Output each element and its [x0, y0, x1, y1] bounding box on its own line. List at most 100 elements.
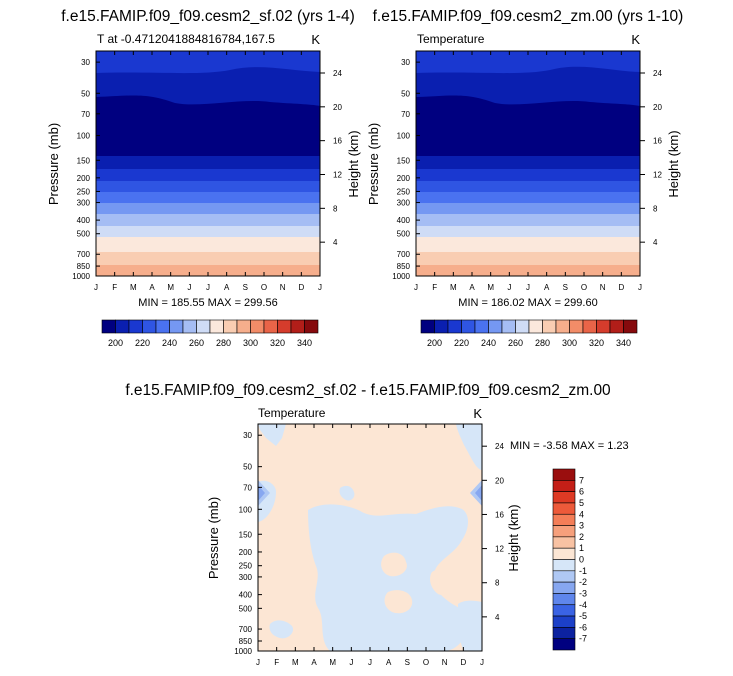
month-tick-label: A	[149, 283, 155, 292]
colorbar-swatch	[623, 319, 638, 334]
panel-2-minmax: MIN = 186.02 MAX = 299.60	[458, 297, 597, 309]
panel-3-y2label: Height (km)	[506, 504, 521, 571]
pressure-tick-label: 850	[239, 637, 253, 646]
panel-1-contour-field	[96, 51, 320, 276]
month-tick-label: J	[368, 658, 372, 667]
height-tick-label: 4	[653, 238, 658, 247]
pressure-tick-label: 250	[77, 187, 91, 196]
colorbar-swatch	[569, 319, 584, 334]
colorbar-swatch	[552, 627, 576, 639]
colorbar-swatch	[209, 319, 224, 334]
colorbar-swatch	[552, 604, 576, 617]
colorbar-label: 3	[579, 521, 584, 531]
colorbar-swatch	[552, 615, 576, 628]
colorbar-swatch	[115, 319, 130, 334]
colorbar-swatch	[263, 319, 278, 334]
pressure-tick-label: 850	[77, 262, 91, 271]
pressure-tick-label: 250	[397, 187, 411, 196]
pressure-tick-label: 500	[397, 230, 411, 239]
height-tick-label: 24	[653, 69, 662, 78]
colorbar-swatch	[101, 319, 116, 334]
month-tick-label: A	[224, 283, 230, 292]
colorbar-swatch	[128, 319, 143, 334]
height-tick-label: 8	[495, 579, 500, 588]
pressure-tick-label: 300	[239, 573, 253, 582]
colorbar-swatch	[182, 319, 197, 334]
colorbar-swatch	[277, 319, 292, 334]
colorbar-swatch	[609, 319, 624, 334]
month-tick-label: J	[480, 658, 484, 667]
panel-2-units: K	[631, 32, 640, 47]
pressure-tick-label: 70	[81, 110, 90, 119]
pressure-tick-label: 70	[243, 483, 252, 492]
pressure-tick-label: 100	[239, 505, 253, 514]
pressure-tick-label: 300	[397, 199, 411, 208]
month-tick-label: J	[526, 283, 530, 292]
colorbar-swatch	[552, 559, 576, 572]
colorbar-label: 280	[216, 338, 231, 348]
colorbar-swatch	[552, 581, 576, 594]
panel-1-minmax: MIN = 185.55 MAX = 299.56	[138, 297, 277, 309]
colorbar-swatch	[434, 319, 449, 334]
colorbar-swatch	[236, 319, 251, 334]
panel-3-ylabel: Pressure (mb)	[206, 497, 221, 579]
height-tick-label: 20	[495, 476, 504, 485]
month-tick-label: M	[329, 658, 336, 667]
colorbar-label: 300	[562, 338, 577, 348]
panel-3: f.e15.FAMIP.f09_f09.cesm2_sf.02 - f.e15.…	[125, 382, 628, 667]
pressure-tick-label: 50	[401, 89, 410, 98]
month-tick-label: A	[469, 283, 475, 292]
month-tick-label: M	[487, 283, 494, 292]
colorbar-swatch	[552, 570, 576, 583]
colorbar-label: -7	[579, 634, 587, 644]
pressure-tick-label: 70	[401, 110, 410, 119]
month-tick-label: J	[318, 283, 322, 292]
pressure-tick-label: 1000	[392, 272, 410, 281]
pressure-tick-label: 700	[77, 250, 91, 259]
colorbar-label: 200	[108, 338, 123, 348]
month-tick-label: D	[618, 283, 624, 292]
pressure-tick-label: 400	[397, 216, 411, 225]
colorbar-swatch	[290, 319, 305, 334]
panel-2-right-axis: 24 20 16 12 8 4	[640, 69, 662, 247]
pressure-tick-label: 50	[81, 89, 90, 98]
height-tick-label: 8	[333, 204, 338, 213]
height-tick-label: 24	[495, 442, 504, 451]
pressure-tick-label: 100	[397, 132, 411, 141]
panel-1-colorbar: 200 220 240 260 280 300 320 340	[101, 319, 319, 348]
colorbar-label: 7	[579, 475, 584, 485]
colorbar-swatch	[552, 502, 576, 515]
height-tick-label: 12	[333, 170, 342, 179]
month-tick-label: J	[187, 283, 191, 292]
colorbar-swatch	[596, 319, 611, 334]
panel-1-units: K	[311, 32, 320, 47]
colorbar-swatch	[552, 593, 576, 606]
pressure-tick-label: 700	[397, 250, 411, 259]
height-tick-label: 16	[333, 137, 342, 146]
colorbar-label: 320	[589, 338, 604, 348]
panel-3-minmax: MIN = -3.58 MAX = 1.23	[510, 440, 629, 452]
colorbar-swatch	[250, 319, 265, 334]
colorbar-label: 240	[481, 338, 496, 348]
panel-2: f.e15.FAMIP.f09_f09.cesm2_zm.00 (yrs 1-1…	[366, 8, 683, 348]
height-tick-label: 12	[495, 545, 504, 554]
colorbar-label: 340	[616, 338, 631, 348]
pressure-tick-label: 30	[243, 431, 252, 440]
colorbar-swatch	[461, 319, 476, 334]
month-tick-label: F	[112, 283, 117, 292]
month-tick-label: M	[450, 283, 457, 292]
pressure-tick-label: 30	[401, 58, 410, 67]
height-tick-label: 8	[653, 204, 658, 213]
colorbar-label: 200	[427, 338, 442, 348]
month-tick-label: N	[600, 283, 606, 292]
colorbar-swatch	[555, 319, 570, 334]
panel-3-left-label: Temperature	[258, 406, 326, 420]
colorbar-swatch	[501, 319, 516, 334]
colorbar-label: 5	[579, 498, 584, 508]
colorbar-label: -4	[579, 600, 587, 610]
colorbar-label: -5	[579, 611, 587, 621]
pressure-tick-label: 1000	[234, 647, 252, 656]
month-tick-label: J	[414, 283, 418, 292]
pressure-tick-label: 1000	[72, 272, 90, 281]
